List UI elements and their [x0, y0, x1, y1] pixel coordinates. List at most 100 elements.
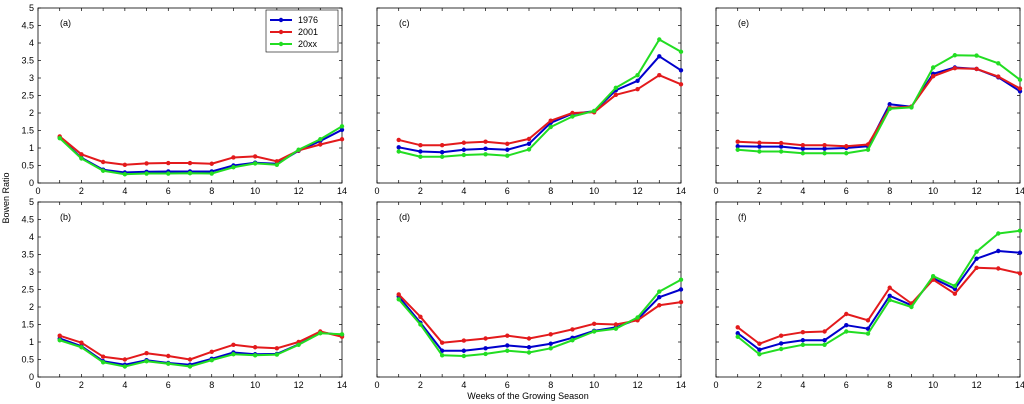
data-point	[778, 149, 784, 154]
data-point	[396, 292, 401, 297]
series-1976	[396, 54, 684, 155]
x-tick-label: 4	[122, 186, 127, 196]
data-point	[79, 345, 84, 350]
data-point	[952, 66, 958, 71]
data-point	[635, 73, 640, 78]
series-line-20xx	[59, 125, 343, 176]
series-line-1976	[737, 250, 1021, 351]
x-tick-label: 14	[1015, 186, 1024, 196]
data-point	[505, 348, 510, 353]
data-point	[231, 352, 236, 357]
series-2001	[735, 265, 1023, 346]
data-point	[209, 358, 214, 363]
x-tick-label: 12	[294, 380, 304, 390]
data-point	[974, 256, 979, 261]
data-point	[657, 303, 662, 308]
x-tick-label: 8	[887, 380, 892, 390]
data-point	[252, 161, 258, 166]
data-point	[996, 61, 1001, 66]
data-point	[757, 149, 762, 154]
x-tick-label: 8	[548, 186, 553, 196]
data-point	[418, 322, 423, 327]
x-tick-label: 10	[589, 380, 599, 390]
data-point	[735, 147, 740, 152]
data-point	[122, 162, 128, 167]
x-tick-label: 0	[35, 186, 40, 196]
series-20xx	[735, 228, 1023, 357]
series-line-20xx	[59, 332, 343, 368]
data-point	[526, 147, 532, 152]
data-point	[339, 332, 345, 337]
data-point	[1017, 271, 1023, 276]
data-point	[296, 342, 301, 347]
data-point	[735, 144, 740, 149]
legend-entry: 2001	[298, 27, 318, 37]
data-point	[526, 350, 532, 355]
panel-d: 0 2 4 6 8 10 12 14 (d)	[374, 201, 686, 390]
data-point	[822, 146, 827, 151]
x-tick-label: 12	[633, 186, 643, 196]
y-axis-label: Bowen Ratio	[1, 172, 11, 223]
data-point	[439, 150, 445, 155]
x-axis-label: Weeks of the Growing Season	[467, 391, 588, 401]
data-point	[122, 364, 128, 369]
y-tick-label: 4	[29, 232, 34, 242]
data-point	[613, 92, 619, 98]
x-tick-label: 4	[461, 186, 466, 196]
x-tick-label: 14	[337, 186, 347, 196]
data-point	[166, 353, 171, 359]
data-point	[274, 162, 280, 167]
data-point	[461, 152, 467, 158]
data-point	[439, 143, 445, 148]
data-point	[822, 338, 827, 343]
data-point	[778, 341, 784, 346]
data-point	[505, 153, 510, 158]
data-point	[613, 322, 619, 327]
data-point	[613, 85, 619, 91]
x-tick-label: 10	[928, 380, 938, 390]
data-point	[296, 147, 301, 152]
data-point	[144, 351, 149, 356]
data-point	[144, 359, 149, 364]
data-point	[778, 144, 784, 149]
data-point	[439, 154, 445, 159]
data-point	[418, 143, 423, 148]
data-point	[570, 110, 575, 116]
data-point	[187, 160, 193, 166]
x-tick-label: 4	[461, 380, 466, 390]
data-point	[100, 159, 106, 165]
series-20xx	[57, 124, 345, 177]
data-point	[570, 114, 575, 119]
data-point	[909, 304, 914, 310]
x-tick-label: 12	[294, 186, 304, 196]
data-point	[396, 145, 401, 150]
data-point	[1017, 250, 1023, 255]
series-20xx	[396, 277, 684, 359]
panel-a: 0 2 4 6 8 10 12 14 0 0.5 1 1.5 2 2.5 3 3.5 4 4.5 5 (a) 1976 2…	[21, 3, 347, 196]
y-tick-label: 0.5	[21, 161, 34, 171]
data-point	[974, 249, 979, 254]
data-point	[800, 143, 806, 148]
panel-e: 0 2 4 6 8 10 12 14 (e)	[713, 7, 1024, 196]
data-point	[318, 142, 323, 147]
data-point	[678, 299, 684, 305]
data-point	[418, 149, 423, 154]
x-tick-label: 2	[757, 186, 762, 196]
data-point	[166, 171, 171, 176]
series-line-20xx	[737, 229, 1021, 356]
x-tick-label: 10	[928, 186, 938, 196]
data-point	[800, 338, 806, 343]
data-point	[122, 172, 128, 177]
data-point	[757, 347, 762, 352]
data-point	[591, 321, 597, 326]
data-point	[1017, 86, 1023, 91]
data-point	[800, 342, 806, 347]
data-point	[657, 289, 662, 294]
series-line-2001	[397, 293, 682, 344]
data-point	[952, 291, 958, 296]
data-point	[461, 140, 467, 145]
data-point	[339, 127, 345, 132]
data-point	[318, 331, 323, 336]
series-20xx	[396, 37, 684, 159]
